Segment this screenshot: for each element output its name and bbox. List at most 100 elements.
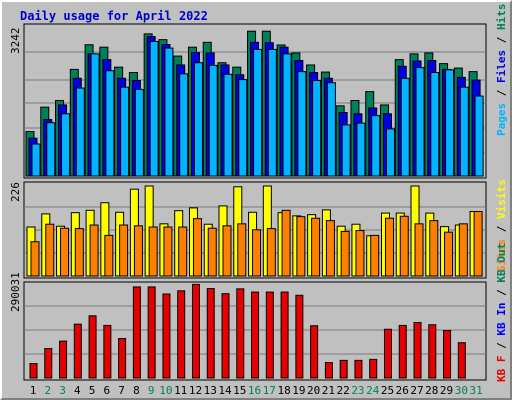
- pages-bar: [326, 82, 336, 177]
- day-label: 23: [351, 384, 364, 397]
- day-label: 18: [277, 384, 290, 397]
- sites-bar: [429, 220, 439, 277]
- pages-bar: [208, 64, 218, 177]
- day-label: 5: [89, 384, 96, 397]
- pages-bar: [75, 87, 85, 177]
- day-label: 7: [118, 384, 125, 397]
- day-label: 17: [263, 384, 276, 397]
- sites-bar: [192, 218, 202, 277]
- pages-bar: [385, 128, 395, 177]
- panel-2-max-label: 226: [9, 182, 22, 202]
- pages-bar: [312, 80, 322, 177]
- panel-1-legend: Pages / Files / Hits: [495, 4, 508, 137]
- pages-bar: [474, 95, 484, 177]
- legend-pages: Pages: [495, 103, 508, 136]
- sites-bar: [133, 225, 143, 277]
- panel-3-max-label: 290031: [9, 272, 22, 312]
- pages-bar: [90, 53, 100, 177]
- sites-bar: [30, 241, 40, 277]
- legend-files: Files: [495, 50, 508, 83]
- day-label: 26: [396, 384, 409, 397]
- day-label: 4: [74, 384, 81, 397]
- pages-bar: [134, 88, 144, 177]
- panel-1-max-label: 3242: [9, 28, 22, 55]
- sites-bar: [384, 217, 394, 277]
- pages-bar: [400, 77, 410, 177]
- day-label: 10: [159, 384, 172, 397]
- kbf-bar: [339, 359, 348, 379]
- kbf-bar: [265, 291, 274, 379]
- sites-bar: [355, 230, 365, 277]
- pages-bar: [149, 40, 159, 177]
- kbf-bar: [29, 363, 38, 379]
- day-label: 28: [425, 384, 438, 397]
- sites-bar: [325, 220, 335, 277]
- pages-bar: [193, 62, 203, 177]
- day-label: 19: [292, 384, 305, 397]
- legend-kb-in: KB In: [495, 303, 508, 336]
- day-label: 31: [469, 384, 482, 397]
- sites-bar: [237, 223, 247, 277]
- legend-visits: Visits: [495, 179, 508, 219]
- kbf-bar: [324, 362, 333, 379]
- pages-bar: [253, 48, 263, 177]
- pages-bar: [415, 67, 425, 177]
- sites-bar: [148, 226, 158, 277]
- pages-bar: [223, 73, 233, 177]
- kbf-bar: [280, 291, 289, 379]
- pages-bar: [341, 124, 351, 177]
- kbf-bar: [177, 290, 186, 379]
- sites-bar: [370, 234, 380, 277]
- kbf-bar: [295, 294, 304, 379]
- sites-bar: [458, 223, 468, 277]
- day-label: 22: [337, 384, 350, 397]
- pages-bar: [297, 71, 307, 177]
- pages-bar: [120, 86, 130, 177]
- kbf-bar: [236, 288, 245, 379]
- day-label: 25: [381, 384, 394, 397]
- kbf-bar: [413, 322, 422, 379]
- sites-bar: [252, 229, 262, 277]
- sites-bar: [207, 227, 217, 277]
- kbf-bar: [44, 347, 53, 379]
- sites-bar: [296, 216, 306, 277]
- sites-bar: [60, 227, 70, 277]
- kbf-bar: [428, 324, 437, 379]
- day-label: 12: [189, 384, 202, 397]
- kbf-bar: [369, 358, 378, 379]
- pages-bar: [459, 86, 469, 177]
- kbf-bar: [191, 283, 200, 379]
- pages-bar: [46, 122, 56, 177]
- pages-bar: [105, 70, 115, 177]
- pages-bar: [164, 47, 174, 177]
- kbf-bar: [162, 293, 171, 379]
- day-label: 2: [44, 384, 51, 397]
- sites-bar: [281, 209, 291, 277]
- sites-bar: [104, 234, 114, 277]
- kbf-bar: [147, 286, 156, 379]
- pages-bar: [238, 79, 248, 177]
- sites-bar: [74, 228, 84, 277]
- pages-bar: [430, 72, 440, 177]
- day-label: 20: [307, 384, 320, 397]
- pages-bar: [445, 69, 455, 177]
- panel-2-legend: Sites / Visits: [495, 179, 508, 272]
- pages-bar: [356, 122, 366, 177]
- sites-bar: [473, 210, 483, 277]
- sites-bar: [266, 228, 276, 277]
- day-label: 21: [322, 384, 335, 397]
- kbf-bar: [383, 328, 392, 379]
- legend-kb-f: KB F: [495, 356, 508, 383]
- day-label: 9: [148, 384, 155, 397]
- kbf-bar: [398, 324, 407, 379]
- kbf-bar: [73, 323, 82, 379]
- day-label: 6: [104, 384, 111, 397]
- kbf-bar: [132, 286, 141, 379]
- pages-bar: [179, 73, 189, 177]
- kbf-bar: [118, 338, 127, 379]
- kbf-bar: [310, 325, 319, 379]
- sites-bar: [178, 226, 188, 277]
- day-label: 11: [174, 384, 187, 397]
- sites-bar: [163, 226, 173, 277]
